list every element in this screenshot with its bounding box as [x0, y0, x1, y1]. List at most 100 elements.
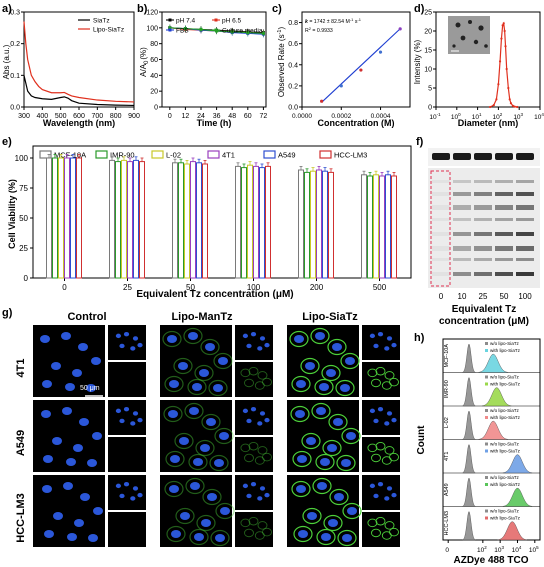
blot-band: [516, 180, 534, 183]
cell-membrane: [300, 357, 320, 375]
panel-f-xlabel-1: Equivalent Tz: [452, 304, 516, 315]
panel-b-ylabel: A/A0(%): [139, 47, 150, 77]
micrograph-merged: [160, 400, 234, 472]
histogram-treated: [502, 454, 533, 474]
loading-band: [495, 153, 513, 160]
nucleus: [391, 342, 397, 348]
y-tick-label: 0.3: [10, 10, 20, 17]
nucleus: [119, 418, 125, 424]
cell-membrane: [187, 378, 207, 396]
nucleus: [341, 459, 351, 467]
x-tick-label: 300: [18, 113, 30, 120]
nucleus: [246, 343, 252, 349]
nucleus: [206, 418, 216, 426]
data-point: [505, 67, 508, 71]
micrograph-nuclei-channel: [235, 325, 273, 360]
histogram-control: [462, 444, 476, 474]
panel-c: c) 0.0000 0.0002 0.0004 0.0 0.2 0.4 0.6 0.8 Obs…: [272, 3, 411, 128]
cell-membrane: [291, 375, 311, 393]
nucleus: [345, 357, 355, 365]
cell-membrane: [183, 327, 203, 345]
legend-label: w/o lipo-SiaTz: [490, 509, 520, 514]
legend-label: with lipo-SiaTz: [490, 348, 521, 353]
tick-exponent: -1: [437, 112, 441, 117]
nucleus: [80, 493, 90, 501]
row-label: IMR-90: [444, 380, 450, 398]
bar: [172, 162, 178, 279]
nucleus: [296, 485, 306, 493]
data-point: [516, 105, 519, 109]
nucleus: [132, 336, 139, 341]
legend-swatch: [39, 150, 52, 159]
bar: [316, 169, 322, 279]
tick-base: 10: [513, 114, 521, 121]
data-point: [509, 102, 513, 105]
panel-h: h) MCF-10A w/o lipo-SiaTz with lipo-SiaTz I…: [414, 332, 541, 566]
bar: [64, 157, 70, 279]
panel-b-ylabel-sub: 0: [144, 60, 150, 64]
y-tick-label: 80: [150, 41, 158, 48]
data-point: [492, 104, 495, 107]
cell-membrane: [337, 529, 357, 547]
cell-membrane: [302, 507, 322, 525]
cell-membrane: [244, 453, 254, 463]
blot-band: [516, 272, 534, 276]
blot-band: [516, 232, 534, 236]
nucleus: [220, 507, 230, 515]
micrograph-membrane-channel: [362, 512, 400, 547]
nucleus: [333, 418, 343, 426]
legend-label: FBS: [176, 28, 189, 35]
x-tick-label: 72: [260, 113, 268, 120]
nucleus: [259, 486, 266, 491]
legend-label: w/o lipo-SiaTz: [490, 475, 520, 480]
bar: [196, 162, 202, 279]
cell-membrane: [384, 446, 395, 455]
legend-swatch: [485, 375, 488, 379]
blot-band: [516, 192, 534, 196]
x-tick-label: 104: [534, 112, 544, 121]
nucleus: [115, 408, 121, 414]
cell-membrane: [240, 443, 251, 453]
nucleus: [119, 493, 125, 499]
x-tick-label: 0.0002: [331, 113, 351, 120]
tick-base: 10: [472, 114, 480, 121]
nucleus: [207, 493, 217, 501]
y-tick-label: 0.0: [288, 105, 298, 112]
y-tick-label: 0.4: [288, 62, 298, 69]
histogram-treated: [478, 420, 508, 440]
panel-c-r2-val: = 0.9933: [311, 28, 333, 34]
x-tick-label: 101: [472, 112, 482, 121]
image-background: [362, 325, 400, 360]
x-tick-label: 100: [247, 283, 261, 292]
tick-exponent: 1: [479, 112, 482, 117]
panel-c-annotation-k: k: [305, 19, 309, 25]
y-tick-label: 0: [428, 105, 432, 112]
bar: [178, 162, 184, 279]
y-tick-label: 50: [19, 214, 28, 223]
legend-label: MCF-10A: [54, 151, 86, 160]
lane-label: 0: [439, 292, 444, 301]
micrograph-membrane-channel: [235, 362, 273, 397]
legend-swatch: [319, 150, 332, 159]
nucleus: [347, 507, 357, 515]
cell-membrane: [174, 432, 194, 450]
histogram-control: [462, 410, 476, 440]
blot-band: [432, 272, 450, 276]
x-tick-label: 800: [110, 113, 122, 120]
micrograph-nuclei-channel: [108, 475, 146, 510]
bar: [241, 167, 247, 279]
tick-base: 10: [529, 547, 537, 554]
cell-membrane: [291, 480, 311, 498]
panel-d-frame: [435, 11, 541, 108]
cell-membrane: [189, 528, 209, 546]
x-tick-label: 103: [494, 545, 504, 554]
cell-membrane: [165, 450, 185, 468]
nucleus: [194, 533, 204, 541]
data-point: [398, 27, 402, 31]
nucleus: [66, 458, 76, 466]
loading-band: [453, 153, 471, 160]
loading-band: [474, 153, 492, 160]
y-tick-label: 0.6: [288, 41, 298, 48]
panel-a-ylabel: Abs (a.u.): [2, 44, 11, 79]
